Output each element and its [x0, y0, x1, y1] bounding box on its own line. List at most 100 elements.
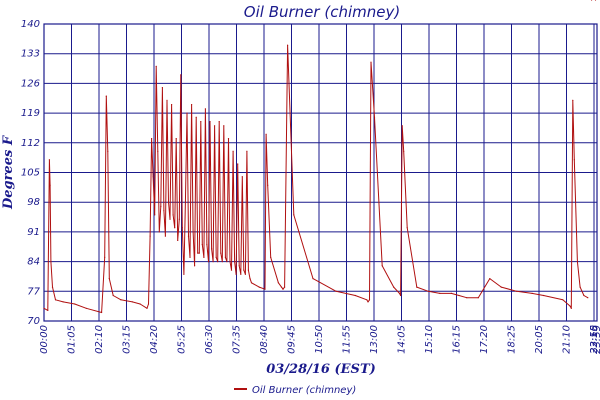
x-tick-label: 04:20 — [149, 325, 160, 354]
data-point — [49, 184, 51, 186]
x-tick-label: 08:40 — [259, 325, 270, 354]
data-point — [154, 214, 156, 216]
data-point — [164, 235, 166, 237]
data-point — [43, 307, 45, 309]
x-tick-label: 20:05 — [534, 325, 545, 354]
x-ticks: 00:00 01:05 02:10 03:15 04:20 05:25 06:30 07:35… — [39, 325, 600, 354]
data-point — [573, 159, 575, 161]
data-point — [287, 44, 289, 46]
data-point — [171, 104, 173, 106]
data-point — [157, 150, 159, 152]
data-point — [354, 294, 356, 297]
x-tick-label: 09:45 — [287, 325, 298, 354]
data-point — [569, 305, 571, 307]
data-point — [267, 184, 269, 186]
data-point — [107, 150, 109, 152]
data-point — [178, 218, 180, 220]
data-point — [489, 278, 491, 280]
data-point — [215, 256, 217, 258]
data-point — [47, 309, 49, 311]
data-point — [139, 303, 141, 305]
data-point — [112, 294, 114, 297]
data-point — [223, 125, 225, 127]
data-point — [366, 299, 368, 301]
data-point — [572, 99, 574, 101]
data-point — [381, 265, 383, 267]
data-point — [587, 297, 589, 299]
data-point — [212, 261, 214, 263]
data-point — [230, 269, 233, 271]
data-point — [280, 286, 283, 288]
data-point — [241, 176, 243, 178]
y-tick-label: 70 — [27, 316, 40, 327]
data-point — [244, 273, 246, 275]
data-point — [163, 210, 165, 212]
data-point — [200, 121, 202, 123]
data-point — [189, 256, 191, 258]
x-tick-label: 11:55 — [342, 325, 353, 354]
data-point — [174, 227, 176, 229]
data-point — [172, 214, 174, 216]
data-point — [562, 299, 564, 301]
x-tick-label: 03:15 — [122, 325, 133, 354]
data-point — [277, 282, 279, 284]
data-point — [104, 256, 106, 258]
data-point — [591, 0, 593, 1]
data-point — [229, 261, 231, 263]
x-tick-label: 13:00 — [369, 325, 380, 354]
data-point — [439, 292, 441, 294]
y-axis-label: Degrees F — [1, 135, 16, 210]
data-point — [373, 116, 376, 118]
data-point — [543, 294, 545, 297]
data-point — [576, 261, 579, 263]
x-tick-label: 14:05 — [397, 325, 408, 354]
x-tick-label: 17:20 — [479, 325, 490, 354]
y-tick-label: 112 — [21, 138, 40, 149]
data-point — [50, 261, 52, 263]
data-point — [175, 138, 177, 140]
data-point — [516, 290, 518, 292]
data-point — [370, 61, 372, 63]
data-point — [282, 288, 284, 290]
x-tick-label: 06:30 — [204, 325, 215, 354]
data-point — [258, 286, 260, 288]
data-point — [224, 256, 226, 258]
data-point — [167, 201, 170, 203]
x-tick-label: 00:00 — [39, 325, 50, 354]
x-tick-label: 01:05 — [67, 325, 78, 354]
data-point — [183, 273, 185, 275]
data-point — [221, 261, 223, 263]
data-point — [195, 116, 197, 118]
data-point — [238, 265, 240, 267]
data-point — [427, 290, 429, 292]
data-point — [250, 282, 253, 284]
data-point — [235, 273, 237, 275]
data-point — [181, 227, 183, 229]
data-point — [400, 294, 402, 297]
data-point — [249, 278, 251, 280]
data-point — [477, 297, 479, 299]
data-point — [234, 261, 236, 263]
y-tick-label: 119 — [21, 108, 40, 119]
data-point — [594, 0, 597, 1]
data-point — [211, 248, 213, 250]
data-point — [155, 65, 157, 67]
data-point — [169, 218, 171, 220]
data-point — [209, 121, 211, 123]
data-point — [146, 307, 148, 309]
y-tick-label: 105 — [21, 168, 40, 179]
y-ticks: 70 77 84 91 98 105 112 119 126 133 140 — [21, 19, 41, 327]
data-point — [393, 286, 395, 288]
data-point — [214, 125, 216, 127]
data-point — [85, 307, 87, 309]
y-tick-label: 98 — [27, 197, 40, 208]
data-point — [74, 303, 76, 305]
data-point — [232, 150, 234, 152]
data-point — [450, 292, 452, 294]
data-point — [177, 239, 179, 241]
plot-frame — [43, 23, 598, 322]
data-point — [217, 261, 219, 263]
data-point — [197, 252, 199, 254]
data-point — [218, 121, 220, 123]
